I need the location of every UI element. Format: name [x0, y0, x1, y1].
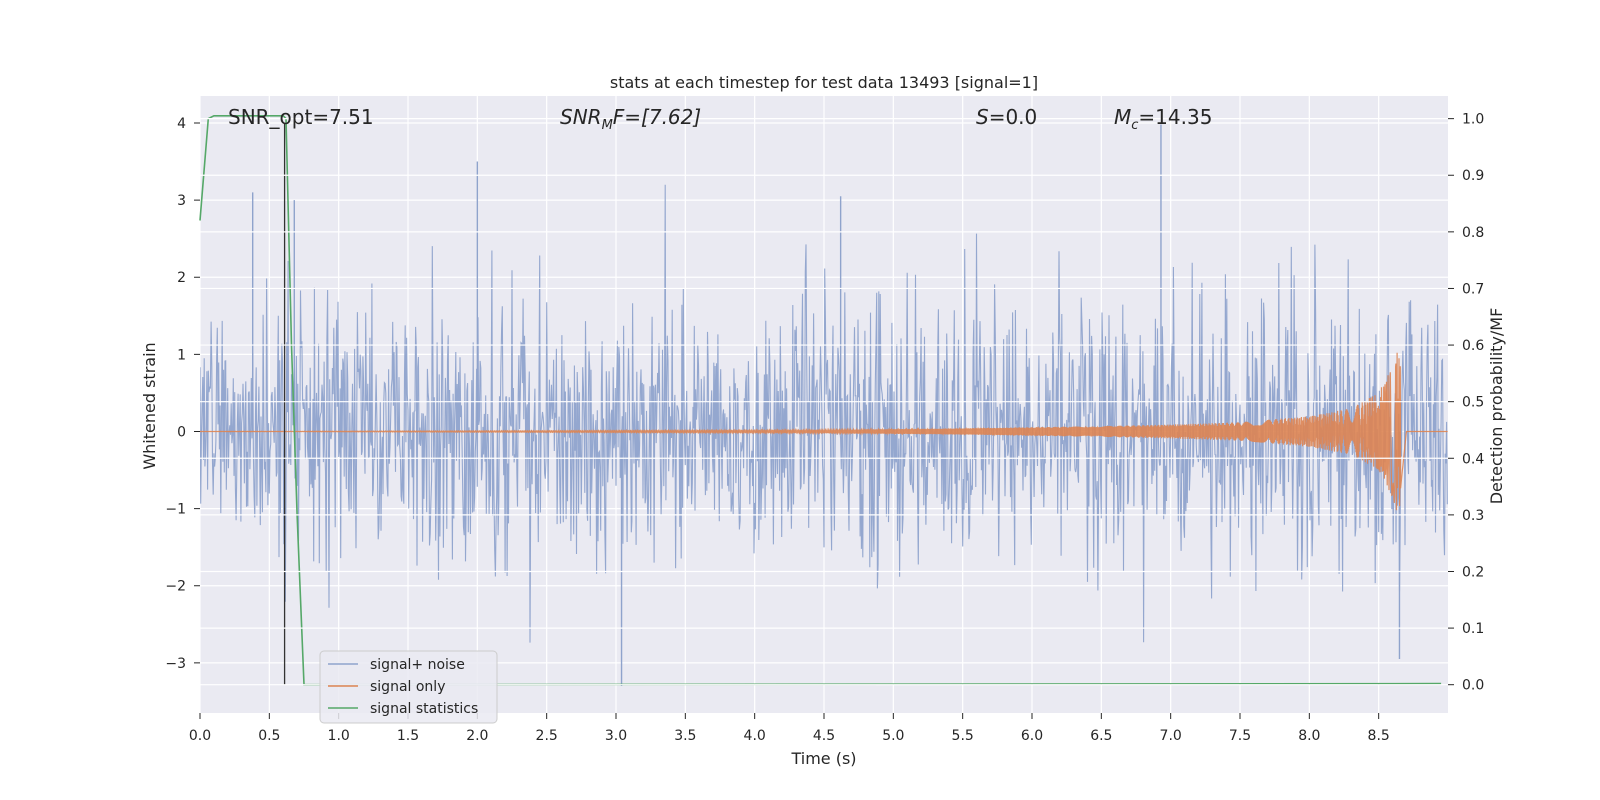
x-tick-label: 5.0 — [882, 728, 904, 744]
y-tick-label: 1 — [177, 347, 186, 363]
y-right-tick-label: 0.4 — [1462, 451, 1484, 467]
y-tick-label: 2 — [177, 270, 186, 286]
mc-sub: c — [1131, 118, 1138, 133]
y-right-tick-label: 0.8 — [1462, 225, 1484, 241]
x-tick-label: 1.0 — [328, 728, 350, 744]
y-axis-right-label: Detection probability/MF — [1487, 308, 1506, 505]
y-tick-label: −3 — [165, 656, 186, 672]
x-tick-label: 8.0 — [1298, 728, 1320, 744]
y-right-tick-label: 1.0 — [1462, 112, 1484, 128]
signal-noise-series — [200, 124, 1448, 687]
y-axis-ticks: −3 −2 −1 0 1 2 3 4 — [165, 116, 200, 672]
snr-mf-sub: M — [602, 118, 613, 133]
signal-noise-line — [200, 184, 1448, 643]
y-axis-right-ticks: 0.0 0.1 0.2 0.3 0.4 0.5 0.6 0.7 0.8 0.9 1.0 — [1448, 112, 1484, 694]
s-rest: =0.0 — [989, 105, 1038, 129]
x-axis-label: Time (s) — [790, 749, 856, 768]
signal-only-line — [200, 352, 1448, 511]
signal-only-series — [200, 352, 1448, 511]
y-tick-label: 4 — [177, 116, 186, 132]
y-right-tick-label: 0.2 — [1462, 564, 1484, 580]
x-axis-ticks: 0.0 0.5 1.0 1.5 2.0 2.5 3.0 3.5 4.0 4.5 5.0 5.5 6.0 6… — [189, 713, 1390, 744]
mc-rest: =14.35 — [1138, 105, 1212, 129]
x-tick-label: 7.0 — [1160, 728, 1182, 744]
x-tick-label: 3.0 — [605, 728, 627, 744]
snr-mf-annotation: SNRMF=[7.62] — [560, 105, 701, 133]
chart-title: stats at each timestep for test data 134… — [610, 73, 1038, 92]
y-tick-label: 3 — [177, 193, 186, 209]
y-tick-label: 0 — [177, 424, 186, 440]
x-tick-label: 2.0 — [466, 728, 488, 744]
legend-label-signal-only: signal only — [370, 679, 445, 695]
y-right-tick-label: 0.3 — [1462, 508, 1484, 524]
y-right-tick-label: 0.7 — [1462, 281, 1484, 297]
x-tick-label: 6.0 — [1021, 728, 1043, 744]
y-axis-label: Whitened strain — [140, 342, 159, 469]
snr-opt-annotation: SNR_opt=7.51 — [228, 105, 374, 129]
x-tick-label: 2.5 — [536, 728, 558, 744]
y-right-tick-label: 0.5 — [1462, 395, 1484, 411]
snr-mf-rest: F=[7.62] — [613, 105, 701, 129]
y-right-tick-label: 0.9 — [1462, 168, 1484, 184]
s-main: S — [976, 105, 989, 129]
legend-box — [319, 650, 498, 724]
y-tick-label: −1 — [165, 502, 186, 518]
legend: signal+ noise signal only signal statist… — [319, 650, 498, 724]
y-right-tick-label: 0.6 — [1462, 338, 1484, 354]
mc-main: M — [1114, 105, 1131, 129]
snr-mf-main: SNR — [560, 105, 602, 129]
x-tick-label: 0.5 — [258, 728, 280, 744]
y-right-tick-label: 0.0 — [1462, 678, 1484, 694]
legend-label-signal-noise: signal+ noise — [370, 657, 465, 673]
legend-label-signal-statistics: signal statistics — [370, 701, 478, 717]
right-axis-grid — [200, 118, 1448, 686]
x-tick-label: 4.0 — [744, 728, 766, 744]
x-tick-label: 5.5 — [952, 728, 974, 744]
x-tick-label: 3.5 — [674, 728, 696, 744]
x-tick-label: 8.5 — [1368, 728, 1390, 744]
s-annotation: S=0.0 — [976, 105, 1037, 129]
x-tick-label: 6.5 — [1090, 728, 1112, 744]
y-right-tick-label: 0.1 — [1462, 621, 1484, 637]
x-tick-label: 0.0 — [189, 728, 211, 744]
x-tick-label: 1.5 — [397, 728, 419, 744]
mc-annotation: Mc=14.35 — [1114, 105, 1212, 133]
y-tick-label: −2 — [165, 579, 186, 595]
x-tick-label: 7.5 — [1229, 728, 1251, 744]
x-tick-label: 4.5 — [813, 728, 835, 744]
